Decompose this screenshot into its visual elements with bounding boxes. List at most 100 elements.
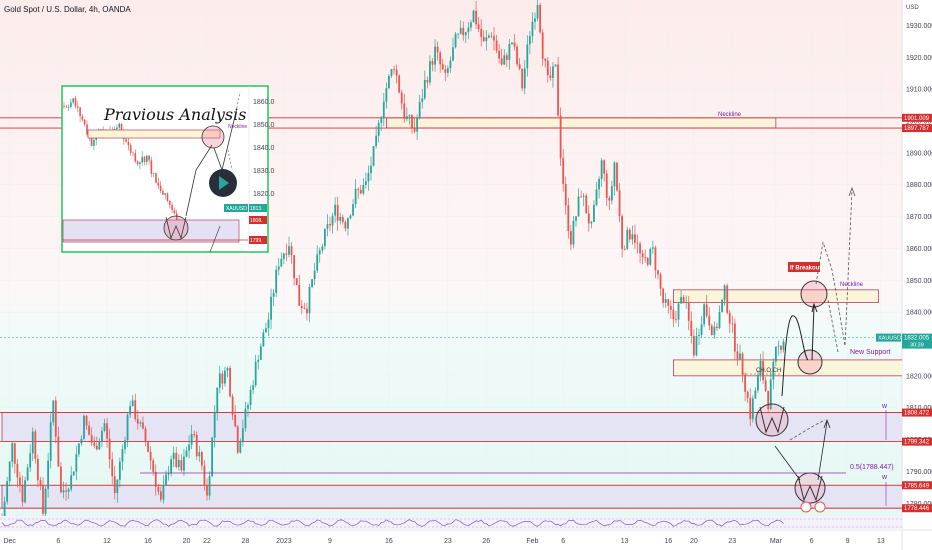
candle-body: [336, 204, 339, 221]
candle-body: [536, 4, 539, 19]
candle-body: [306, 308, 308, 314]
candle-body: [39, 480, 42, 486]
candle-body: [213, 411, 216, 438]
candle-body: [528, 36, 531, 45]
inset-candle-body: [77, 106, 79, 108]
inset-candle-body: [146, 155, 148, 162]
candle-body: [75, 454, 78, 472]
candle-body: [434, 46, 436, 65]
candle-body: [329, 224, 331, 226]
candle-body: [698, 334, 700, 337]
candle-body: [239, 441, 242, 453]
candle-body: [682, 297, 685, 303]
candle-body: [134, 400, 137, 420]
price-tag: [902, 113, 932, 122]
candle-body: [244, 408, 247, 429]
candle-body: [603, 160, 606, 174]
candle-body: [516, 46, 518, 65]
time-tick-label: 12: [103, 538, 111, 545]
candle-body: [136, 419, 139, 424]
inset-candle-body: [169, 200, 171, 205]
candle-body: [646, 258, 649, 265]
candle-body: [518, 64, 521, 69]
inset-candle-body: [86, 124, 88, 135]
candle-body: [198, 452, 201, 457]
candle-body: [557, 64, 559, 116]
candle-body: [347, 218, 349, 229]
candle-body: [247, 405, 249, 409]
previous-analysis-inset[interactable]: Pravious Analysis Neckline 1860.0 1850.0…: [61, 85, 275, 253]
candle-body: [429, 61, 431, 83]
inset-candle-body: [129, 145, 132, 153]
candle-body: [57, 436, 60, 467]
candle-body: [675, 319, 677, 321]
inset-candle-body: [118, 123, 120, 128]
time-axis[interactable]: Dec 6 12 16 20 22 28 2023 9 16 23 26 Feb 6 13 16 20 23 Mar…: [3, 538, 884, 545]
candle-body: [93, 442, 96, 446]
candle-body: [200, 452, 203, 466]
inset-title: Pravious Analysis: [103, 105, 246, 124]
candle-body: [19, 477, 21, 486]
candle-body: [106, 423, 108, 439]
candle-body: [257, 359, 260, 362]
candle-body: [534, 18, 536, 22]
low-zone: [1, 484, 902, 509]
candle-body: [716, 326, 718, 329]
candle-body: [6, 481, 9, 502]
inset-candle-body: [74, 98, 77, 107]
inset-candle-body: [157, 182, 160, 186]
candle-body: [405, 116, 408, 120]
inset-candle-body: [116, 127, 118, 130]
candle-body: [254, 361, 257, 386]
candle-body: [295, 278, 298, 286]
neckline-label: Neckline: [840, 282, 864, 288]
candle-body: [657, 270, 659, 275]
inset-candle-body: [93, 139, 95, 146]
price-tag-label: 1778.446: [904, 506, 930, 512]
if-breakout-tag: [788, 262, 820, 272]
candle-body: [90, 435, 93, 443]
event-icon-2: [814, 501, 826, 513]
neckline-top-label: Neckline: [718, 112, 742, 118]
price-tag-label: 1799.342: [904, 440, 930, 446]
inset-candle-body: [70, 102, 72, 108]
candle-body: [208, 476, 211, 496]
candle-body: [98, 441, 101, 450]
candle-body: [762, 360, 764, 381]
candle-body: [375, 135, 378, 147]
candle-body: [680, 297, 682, 304]
candle-body: [626, 229, 629, 249]
time-tick-label: 9: [846, 538, 850, 545]
candle-body: [290, 246, 293, 256]
candle-body: [687, 302, 690, 321]
candle-body: [203, 465, 206, 486]
candle-body: [3, 501, 6, 520]
candle-body: [285, 253, 288, 255]
candle-body: [467, 27, 470, 33]
candle-body: [421, 98, 424, 102]
candle-body: [672, 309, 675, 320]
candle-body: [623, 248, 626, 250]
candle-body: [741, 353, 744, 375]
candle-body: [34, 431, 37, 459]
inset-candle-body: [127, 141, 130, 146]
candle-body: [26, 467, 29, 481]
candle-body: [459, 27, 462, 34]
candle-body: [723, 285, 726, 300]
candle-body: [24, 480, 26, 503]
inset-candle-body: [132, 152, 134, 154]
candle-body: [423, 79, 426, 99]
candle-body: [749, 397, 752, 420]
candle-body: [385, 88, 388, 102]
candle-body: [539, 4, 542, 33]
candle-body: [131, 400, 134, 407]
candle-body: [162, 485, 165, 500]
candle-body: [669, 305, 672, 310]
candle-body: [641, 253, 644, 258]
svg-text:1799.: 1799.: [250, 238, 263, 244]
candle-body: [575, 216, 577, 221]
price-tag-label: 1785.649: [904, 483, 930, 489]
time-tick-label: 20: [690, 538, 698, 545]
candle-body: [462, 27, 465, 36]
